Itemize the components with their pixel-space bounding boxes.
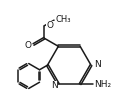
Text: NH₂: NH₂ (94, 80, 112, 89)
Text: O: O (25, 41, 32, 50)
Text: N: N (94, 60, 101, 69)
Text: O: O (46, 21, 53, 30)
Text: CH₃: CH₃ (55, 15, 71, 24)
Text: N: N (51, 81, 58, 90)
